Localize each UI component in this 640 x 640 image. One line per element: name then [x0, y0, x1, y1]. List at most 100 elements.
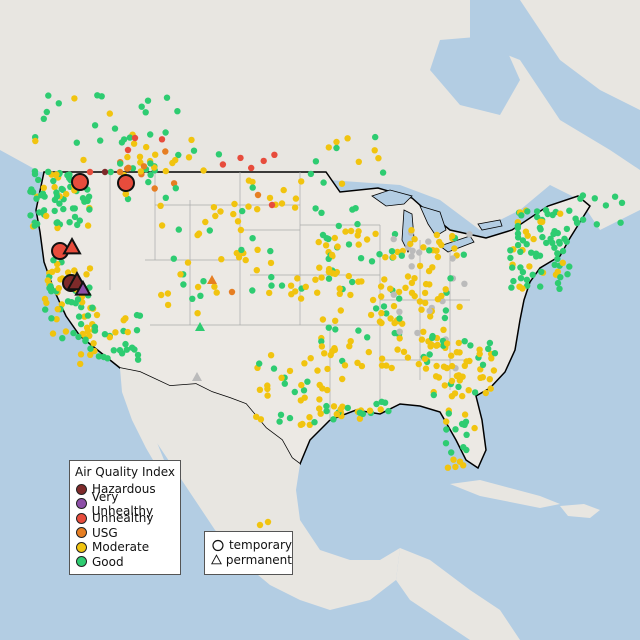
- hudson-bay: [430, 35, 520, 115]
- station-marker: [315, 238, 322, 246]
- station-marker: [62, 328, 70, 335]
- station-marker: [80, 156, 87, 164]
- station-marker: [314, 289, 321, 296]
- station-marker: [332, 317, 339, 324]
- good-swatch: [76, 556, 87, 568]
- station-marker: [70, 329, 77, 337]
- station-marker: [400, 348, 408, 355]
- station-marker: [234, 218, 242, 225]
- station-marker: [158, 136, 166, 143]
- station-marker: [130, 140, 138, 147]
- station-marker: [318, 209, 325, 216]
- station-marker: [611, 193, 619, 200]
- station-marker: [162, 148, 169, 155]
- station-marker: [448, 449, 455, 456]
- station-marker: [556, 240, 563, 247]
- station-marker: [460, 444, 467, 451]
- station-marker: [120, 136, 128, 143]
- station-marker: [77, 360, 84, 368]
- station-marker: [618, 199, 626, 206]
- station-marker: [377, 406, 384, 413]
- station-marker: [518, 212, 525, 219]
- station-marker: [385, 407, 392, 415]
- station-marker: [86, 168, 94, 176]
- station-marker: [34, 220, 41, 228]
- station-marker: [172, 156, 179, 164]
- station-marker: [336, 285, 343, 292]
- station-marker: [36, 209, 43, 216]
- station-marker: [557, 274, 564, 281]
- station-marker: [325, 144, 332, 151]
- station-marker: [84, 312, 92, 319]
- station-marker: [219, 161, 227, 168]
- station-marker: [87, 345, 94, 352]
- station-marker: [364, 334, 371, 341]
- station-marker: [291, 388, 298, 396]
- station-marker: [44, 277, 51, 284]
- station-marker: [532, 253, 540, 260]
- station-marker: [53, 316, 60, 323]
- station-marker: [239, 207, 246, 215]
- lake-erie: [439, 235, 475, 253]
- station-marker: [373, 400, 380, 408]
- station-marker: [441, 382, 448, 389]
- station-marker: [71, 213, 79, 221]
- station-marker: [64, 172, 71, 179]
- station-marker: [591, 195, 598, 202]
- station-marker: [278, 282, 286, 289]
- station-marker: [390, 235, 397, 243]
- station-marker: [534, 213, 541, 221]
- station-marker: [298, 178, 305, 185]
- station-marker: [91, 122, 99, 129]
- station-marker: [524, 282, 531, 289]
- station-marker: [378, 362, 386, 369]
- legend-item-moderate: Moderate: [70, 540, 180, 555]
- station-marker: [371, 147, 378, 154]
- station-marker: [215, 151, 223, 158]
- station-marker: [420, 244, 427, 251]
- station-marker: [124, 153, 131, 161]
- station-marker: [372, 133, 379, 141]
- station-marker: [526, 263, 533, 270]
- station-marker: [396, 315, 403, 322]
- station-marker: [349, 278, 356, 286]
- station-marker: [347, 291, 354, 299]
- station-marker: [122, 340, 129, 348]
- station-marker: [435, 374, 443, 381]
- station-marker: [523, 276, 531, 283]
- station-marker: [27, 212, 34, 219]
- station-marker: [84, 197, 91, 205]
- station-marker: [87, 351, 94, 358]
- station-marker: [53, 189, 60, 196]
- station-marker: [325, 324, 332, 331]
- station-marker: [356, 415, 364, 422]
- station-marker: [332, 326, 339, 333]
- station-marker: [396, 335, 403, 342]
- station-marker: [164, 301, 172, 309]
- station-marker: [324, 386, 331, 394]
- station-marker: [488, 355, 495, 362]
- station-marker: [428, 341, 435, 348]
- station-marker: [77, 351, 85, 358]
- station-marker: [307, 170, 315, 178]
- legend-item-label: Good: [92, 554, 124, 569]
- very-unhealthy-swatch: [76, 498, 87, 510]
- station-marker: [316, 405, 323, 412]
- station-marker: [74, 221, 81, 229]
- station-marker: [369, 296, 377, 304]
- legend-item-unhealthy: Unhealthy: [70, 511, 180, 526]
- station-marker: [267, 259, 275, 267]
- station-marker: [158, 291, 165, 299]
- station-marker: [344, 135, 351, 142]
- station-marker: [256, 386, 264, 393]
- station-marker: [463, 431, 470, 438]
- station-marker: [75, 333, 82, 341]
- station-triangle: [195, 322, 205, 331]
- station-marker: [55, 285, 62, 292]
- station-marker: [476, 350, 483, 358]
- station-marker: [355, 158, 362, 165]
- station-marker: [116, 347, 124, 354]
- station-marker: [346, 343, 353, 350]
- station-marker: [440, 326, 447, 333]
- station-marker: [51, 196, 59, 204]
